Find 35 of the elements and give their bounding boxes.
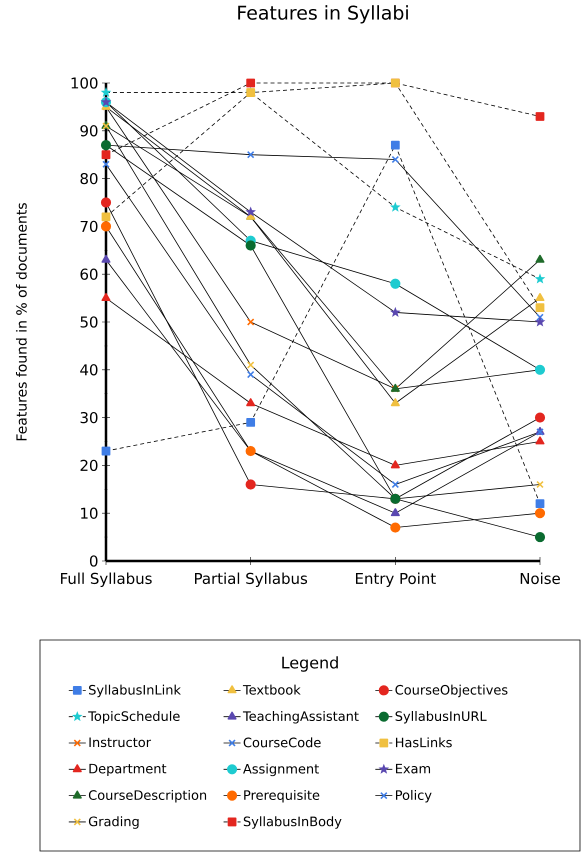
y-tick-label: 80 <box>80 172 98 184</box>
legend-label: HasLinks <box>396 737 452 748</box>
legend-label: CourseObjectives <box>395 684 508 698</box>
y-tick-label: 20 <box>80 460 98 472</box>
y-tick-label: 10 <box>81 508 98 519</box>
legend-label: Prerequisite <box>244 790 320 802</box>
chart-title: Features in Syllabi <box>238 5 408 24</box>
legend-label: Department <box>89 764 166 776</box>
legend-label: Policy <box>396 790 432 802</box>
legend-label: CourseDescription <box>88 790 206 802</box>
y-tick-label: 100 <box>72 77 98 89</box>
legend-label: Grading <box>88 816 139 829</box>
y-tick-label: 50 <box>80 316 98 328</box>
legend-label: Exam <box>396 764 430 774</box>
legend-label: SyllabusInURL <box>396 710 487 724</box>
y-tick-label: 90 <box>80 125 98 136</box>
legend-label: SyllabusInLink <box>89 684 181 698</box>
legend-title: Legend <box>282 656 338 672</box>
legend-label: TopicSchedule <box>88 710 180 724</box>
y-tick-label: 40 <box>80 364 98 376</box>
x-tick-label: Entry Point <box>356 572 436 587</box>
legend-label: CourseCode <box>244 737 321 748</box>
y-axis-title: Features found in % of documents <box>16 203 27 440</box>
y-tick-label: 70 <box>80 220 98 232</box>
legend-label: Assignment <box>243 764 319 776</box>
x-tick-label: Partial Syllabus <box>195 572 308 587</box>
x-tick-label: Noise <box>520 572 560 584</box>
legend-label: SyllabusInBody <box>244 816 342 829</box>
y-tick-label: 60 <box>80 268 98 280</box>
legend-label: Instructor <box>89 738 152 748</box>
legend-label: TeachingAssistant <box>242 710 359 724</box>
y-tick-label: 30 <box>80 412 98 424</box>
y-tick-label: 0 <box>90 555 98 567</box>
legend-label: Textbook <box>242 684 301 695</box>
x-tick-label: Full Syllabus <box>61 572 152 587</box>
